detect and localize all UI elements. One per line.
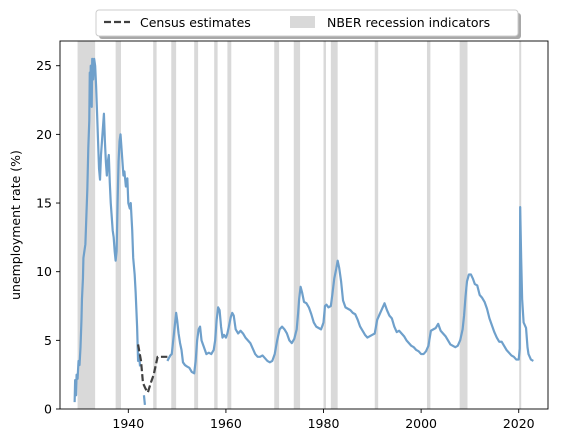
legend: Census estimates NBER recession indicato… bbox=[95, 9, 521, 39]
plot-frame bbox=[59, 40, 549, 410]
recession-band-10 bbox=[330, 41, 338, 409]
recession-band-6 bbox=[227, 41, 232, 409]
y-tick-label-5: 5 bbox=[44, 333, 52, 348]
recession-band-1 bbox=[115, 41, 121, 409]
y-axis-label: unemployment rate (%) bbox=[8, 150, 23, 300]
recession-band-8 bbox=[293, 41, 301, 409]
unemployment-rate-line-1 bbox=[142, 395, 147, 405]
y-tick-label-15: 15 bbox=[36, 196, 52, 211]
recession-band-5 bbox=[214, 41, 218, 409]
x-tick-label-2000: 2000 bbox=[405, 416, 437, 431]
x-tick-label-2020: 2020 bbox=[503, 416, 535, 431]
recession-band-2 bbox=[153, 41, 157, 409]
y-tick-label-10: 10 bbox=[36, 264, 52, 279]
unemployment-rate-line-2 bbox=[166, 206, 534, 375]
legend-recession-swatch bbox=[290, 16, 315, 28]
recession-band-9 bbox=[323, 41, 326, 409]
recession-band-4 bbox=[194, 41, 199, 409]
series-lines bbox=[73, 57, 534, 405]
y-tick-label-0: 0 bbox=[44, 402, 52, 417]
recession-band-13 bbox=[459, 41, 468, 409]
recession-band-11 bbox=[374, 41, 379, 409]
recession-band-7 bbox=[274, 41, 280, 409]
y-tick-label-20: 20 bbox=[36, 127, 52, 142]
x-tick-label-1940: 1940 bbox=[112, 416, 144, 431]
recession-band-12 bbox=[426, 41, 431, 409]
x-tick-label-1980: 1980 bbox=[308, 416, 340, 431]
census-estimates-line-0 bbox=[136, 344, 168, 394]
legend-census-label: Census estimates bbox=[140, 15, 251, 30]
legend-recession-label: NBER recession indicators bbox=[327, 15, 490, 30]
x-tick-label-1960: 1960 bbox=[210, 416, 242, 431]
recession-bands bbox=[77, 41, 522, 409]
recession-band-3 bbox=[171, 41, 177, 409]
y-axis: 0 5 10 15 20 25 bbox=[36, 58, 60, 417]
y-tick-label-25: 25 bbox=[36, 58, 52, 73]
unemployment-rate-line-0 bbox=[73, 57, 142, 403]
x-axis: 1940 1960 1980 2000 2020 bbox=[112, 409, 535, 431]
